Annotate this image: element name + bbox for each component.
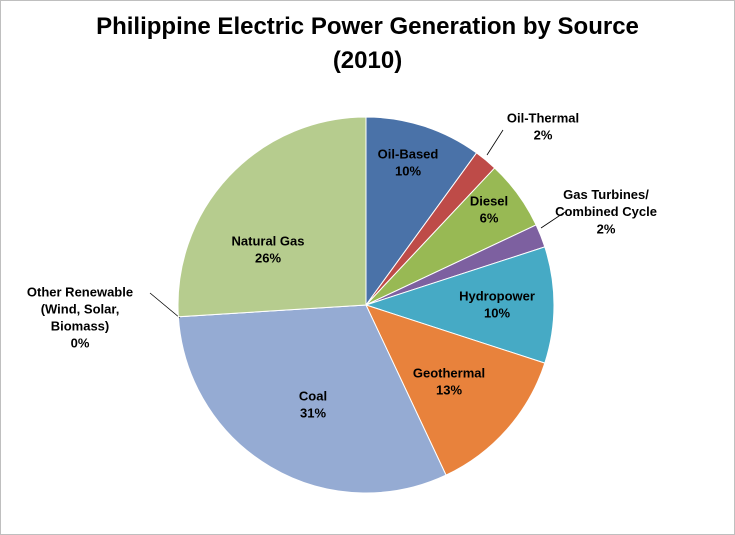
slice-value-label: 2% — [596, 221, 616, 236]
leader-line — [486, 129, 504, 156]
pie-slice — [177, 304, 447, 494]
pie-slice — [365, 304, 546, 476]
slice-label: Oil-Based — [377, 146, 439, 162]
chart-title: Philippine Electric Power Generation by … — [96, 13, 639, 74]
slice-label: Oil-Thermal — [506, 110, 580, 126]
slice-label: Gas Turbines/ Combined Cycle — [555, 187, 657, 219]
leader-line — [149, 292, 181, 319]
slice-label: Hydropower — [459, 288, 535, 304]
slice-value-label: 13% — [435, 382, 463, 398]
slice-label: Other Renewable (Wind, Solar, Biomass) — [26, 284, 134, 334]
slice-value-label: 10% — [483, 305, 511, 321]
slice-label: Coal — [298, 388, 328, 404]
pie-slice — [364, 246, 555, 364]
slice-value-label: 6% — [479, 210, 499, 226]
slice-value-label: 26% — [254, 250, 282, 266]
slice-label: Diesel — [469, 193, 509, 209]
slice-value-label: 31% — [299, 405, 327, 421]
slice-label: Geothermal — [412, 365, 486, 381]
pie-slice — [177, 116, 367, 318]
slice-label: Natural Gas — [231, 233, 305, 249]
leader-line — [540, 211, 566, 229]
pie-slice — [365, 116, 478, 307]
slice-value-label: 0% — [70, 335, 90, 351]
slice-value-label: 2% — [533, 127, 553, 143]
slice-value-label: 10% — [394, 163, 422, 179]
